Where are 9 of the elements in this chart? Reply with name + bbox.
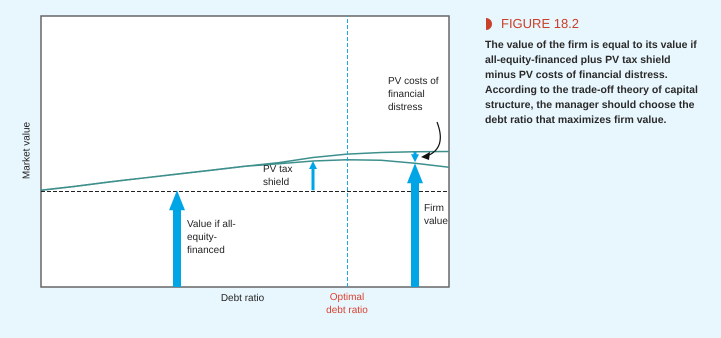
annotation: PV tax shield xyxy=(263,162,294,189)
text: Optimal debt ratio xyxy=(325,291,369,317)
annotation: Firm value xyxy=(424,202,449,228)
annotation: Value if all-equity-financed xyxy=(187,218,237,257)
x-axis-title: Debt ratio xyxy=(220,293,264,304)
text: FIGURE 18.2 xyxy=(501,16,580,31)
text: PV costs of financial distress xyxy=(388,75,440,114)
text: The value of the firm is equal to its value if all-equity-financed plus PV tax shield minus PV costs of financial distress. According to the trade-off theory of capital structure, the manager should choose the debt ratio that maximizes firm value. xyxy=(485,38,699,128)
y-axis-title: Market value xyxy=(22,120,32,181)
